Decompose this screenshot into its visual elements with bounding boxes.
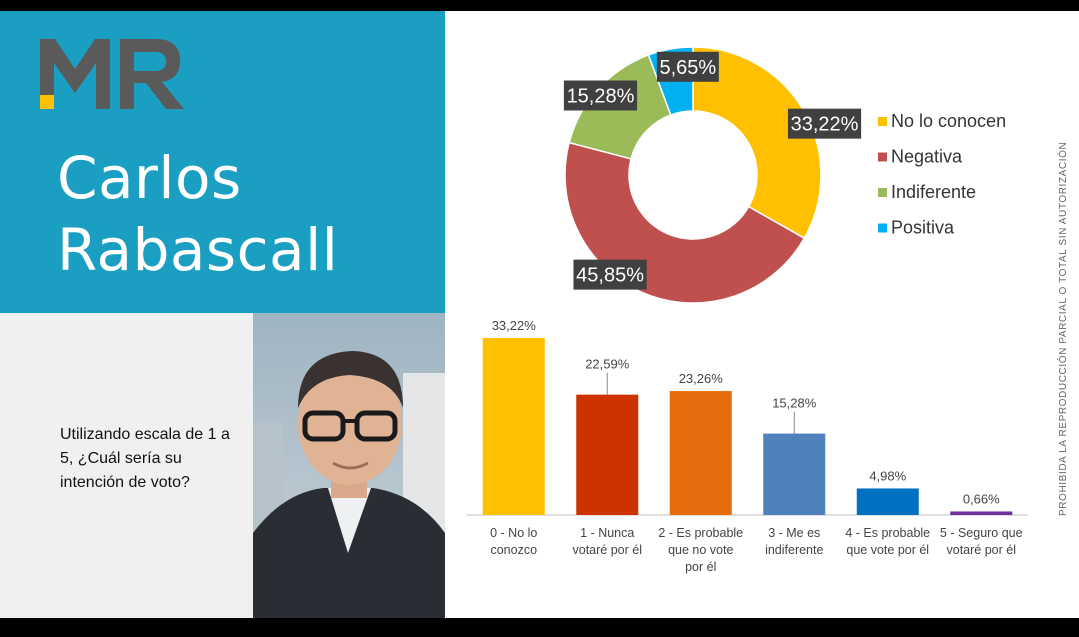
- bar-category-label: 5 - Seguro que votaré por él: [940, 526, 1023, 557]
- bar-value-label: 33,22%: [492, 318, 537, 333]
- question-panel: Utilizando escala de 1 a 5, ¿Cuál sería …: [0, 313, 253, 618]
- bar-category-label: 2 - Es probable que no vote por él: [658, 526, 743, 574]
- donut-label-text: 45,85%: [576, 265, 644, 287]
- bar-category-label: 1 - Nunca votaré por él: [573, 526, 642, 557]
- legend-swatch: [878, 223, 887, 233]
- legend-swatch: [878, 188, 887, 197]
- copyright-notice: PROHIBIDA LA REPRODUCCIÓN PARCIAL O TOTA…: [1058, 141, 1069, 516]
- donut-label-box: [787, 108, 862, 139]
- legend-item: Indiferente: [891, 182, 976, 202]
- legend-item: Positiva: [891, 218, 955, 238]
- donut-data-label: 33,22%: [787, 108, 862, 139]
- bar-value-label: 23,26%: [679, 371, 724, 386]
- question-text: Utilizando escala de 1 a 5, ¿Cuál sería …: [60, 426, 230, 491]
- bar-value-label: 22,59%: [585, 357, 630, 372]
- legend-item: No lo conocen: [891, 111, 1006, 131]
- donut-chart: 33,22% 45,85% 15,28% 5,65% No lo conocen Neg…: [563, 46, 1006, 304]
- title-panel: MR Carlos Rabascall: [0, 11, 445, 313]
- candidate-first-name: Carlos: [57, 144, 242, 212]
- bar-4: [856, 488, 919, 515]
- bar-category-label: 3 - Me es indiferente: [765, 526, 823, 557]
- donut-data-label: 15,28%: [563, 80, 638, 111]
- donut-label-text: 15,28%: [567, 85, 635, 107]
- bar-chart: 33,22% 0 - No lo conozco 22,59% 1 - Nunca vot…: [467, 318, 1028, 574]
- bar-0: [482, 338, 545, 515]
- bar-value-label: 15,28%: [772, 396, 817, 411]
- bar-3: [763, 433, 826, 515]
- donut-data-label: 5,65%: [656, 51, 719, 82]
- legend-swatch: [878, 117, 887, 126]
- bar-2: [669, 391, 732, 515]
- candidate-photo: [253, 313, 445, 618]
- bar-value-label: 4,98%: [869, 468, 906, 483]
- slide: MR Carlos Rabascall Utilizando escala de…: [0, 11, 1079, 618]
- candidate-last-name: Rabascall: [57, 216, 339, 284]
- bar-category-label: 0 - No lo conozco: [490, 526, 537, 557]
- bar-category-label: 4 - Es probable que vote por él: [845, 526, 930, 557]
- donut-label-box: [563, 80, 638, 111]
- donut-label-box: [656, 51, 719, 82]
- donut-data-label: 45,85%: [573, 259, 647, 290]
- donut-label-text: 5,65%: [660, 57, 717, 79]
- bar-1: [576, 394, 639, 515]
- mr-logo: MR: [40, 39, 184, 109]
- donut-label-box: [573, 259, 647, 290]
- donut-label-text: 33,22%: [791, 114, 859, 136]
- donut-slice-0: [692, 46, 822, 240]
- charts-area: 33,22% 45,85% 15,28% 5,65% No lo conocen Neg…: [445, 11, 1079, 618]
- bar-5: [950, 511, 1013, 515]
- bar-value-label: 0,66%: [963, 491, 1000, 506]
- legend-item: Negativa: [891, 147, 963, 167]
- legend-swatch: [878, 152, 887, 162]
